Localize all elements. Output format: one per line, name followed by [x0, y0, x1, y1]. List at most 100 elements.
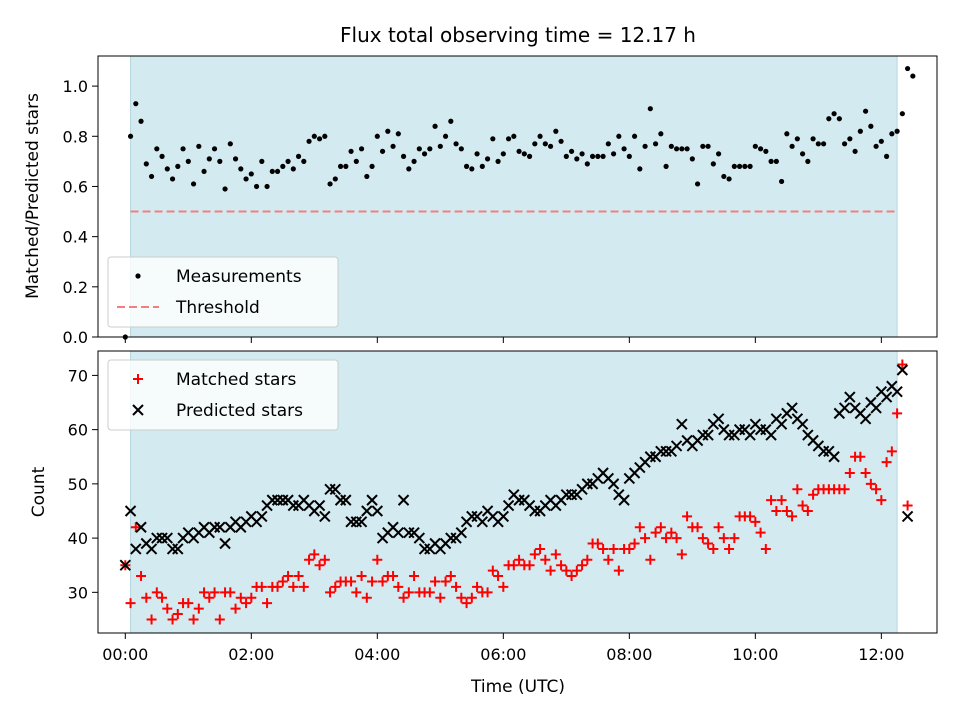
measurement-point [169, 176, 176, 182]
matched-point [676, 549, 687, 560]
matched-point [839, 484, 850, 495]
measurement-point [658, 131, 664, 137]
measurement-point [390, 143, 396, 149]
predicted-point [172, 543, 184, 555]
predicted-point [277, 494, 289, 506]
matched-point [456, 592, 467, 603]
matched-point [524, 560, 535, 571]
measurement-point [647, 106, 653, 112]
matched-point [304, 554, 315, 565]
measurement-point [138, 118, 144, 124]
measurement-point [322, 133, 328, 139]
matched-point [787, 511, 798, 522]
matched-point [241, 598, 252, 609]
predicted-point [256, 510, 268, 523]
matched-point [146, 614, 157, 625]
measurement-point [857, 128, 863, 134]
predicted-point [324, 483, 336, 495]
matched-point [650, 527, 661, 538]
predicted-point [744, 429, 756, 441]
matched-point [225, 587, 236, 598]
matched-point [514, 554, 525, 565]
predicted-point [366, 494, 378, 506]
matched-point [193, 603, 204, 614]
count-panel: 30 40 50 60 70 00:00 02:00 04:00 06:00 08:00 10:0… [29, 350, 938, 697]
matched-point [592, 538, 603, 549]
predicted-point [350, 516, 363, 528]
y-tick-label: 0.2 [63, 278, 88, 297]
measurement-point [600, 153, 606, 159]
legend-plus-marker [133, 374, 143, 384]
predicted-point [754, 423, 767, 436]
predicted-point [607, 478, 620, 490]
matched-point [351, 587, 362, 598]
measurement-point [379, 148, 386, 154]
measurement-point [878, 138, 884, 144]
measurement-point [621, 146, 627, 152]
measurement-point [904, 65, 911, 72]
matched-point [367, 576, 378, 587]
matched-point [440, 576, 451, 587]
ratio-y-ticks: 0.0 0.2 0.4 0.6 0.8 1.0 [63, 77, 98, 347]
measurement-point [264, 183, 270, 190]
measurement-point [862, 108, 869, 114]
y-tick-label: 0.8 [63, 127, 88, 146]
matched-point [262, 598, 273, 609]
predicted-point [313, 499, 326, 512]
measurement-point [700, 143, 706, 149]
y-tick-label: 1.0 [63, 77, 88, 96]
measurement-point [133, 101, 139, 107]
predicted-point [676, 418, 688, 430]
matched-point [256, 581, 267, 592]
count-legend: Matched stars Predicted stars [107, 359, 339, 431]
measurement-point [280, 163, 286, 169]
matched-point [860, 468, 871, 479]
measurement-point [705, 143, 711, 149]
matched-point [298, 581, 309, 592]
measurement-point [474, 151, 480, 157]
matched-point [393, 581, 404, 592]
measurement-point [327, 181, 333, 187]
matched-point [461, 598, 472, 609]
legend-label: Matched stars [176, 370, 296, 390]
predicted-point [371, 505, 384, 517]
matched-point [755, 527, 766, 538]
matched-point [703, 538, 714, 549]
count-plot-area [119, 350, 914, 634]
measurement-point [616, 133, 622, 139]
measurement-point [805, 158, 811, 164]
measurement-point [673, 146, 680, 152]
matched-point [136, 571, 147, 582]
predicted-point [334, 494, 347, 506]
matched-point [535, 543, 546, 554]
matched-point [293, 571, 304, 582]
measurement-point [406, 166, 412, 172]
legend-label: Measurements [176, 267, 302, 287]
matched-point [319, 554, 330, 565]
predicted-point [119, 559, 132, 571]
measurement-point [148, 173, 155, 180]
measurement-point [232, 156, 239, 162]
series-predicted-stars [119, 364, 914, 571]
legend-label: Predicted stars [176, 401, 303, 421]
measurement-point [201, 168, 207, 175]
predicted-point [266, 494, 279, 506]
matched-point [141, 592, 152, 603]
matched-point [598, 543, 609, 554]
measurement-point [721, 173, 727, 180]
matched-point [571, 565, 582, 576]
matched-point [230, 603, 241, 614]
matched-point [482, 587, 493, 598]
matched-point [871, 484, 882, 495]
measurement-point [553, 128, 559, 134]
measurement-point [343, 163, 349, 169]
measurement-point [495, 158, 501, 164]
predicted-point [397, 494, 410, 506]
predicted-point [497, 510, 510, 523]
measurement-point [316, 136, 323, 142]
count-axes-frame [97, 350, 938, 634]
measurement-point [826, 116, 832, 122]
matched-point [556, 560, 567, 571]
measurement-point [311, 133, 317, 139]
chart-title: Flux total observing time = 12.17 h [340, 23, 696, 47]
